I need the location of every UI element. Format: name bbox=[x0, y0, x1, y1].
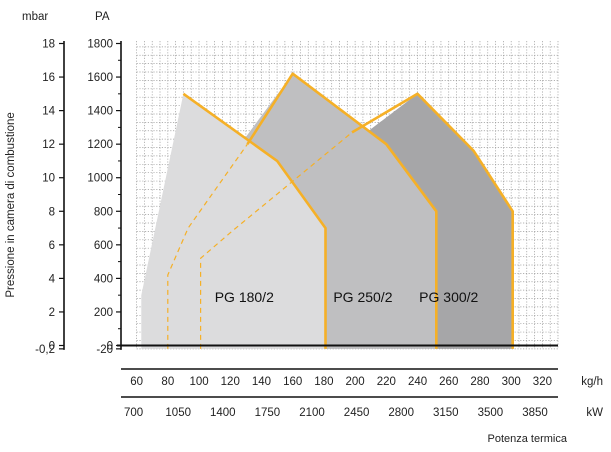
mbar-tick-label: 18 bbox=[42, 39, 55, 51]
pa-tick-label: 1200 bbox=[87, 139, 113, 151]
mbar-tick-label: 4 bbox=[49, 273, 56, 285]
axis-texts: mbar PA181614121086420-0,2180016001400120… bbox=[5, 11, 603, 445]
kgh-tick-label: 120 bbox=[221, 376, 240, 388]
dashed-pg-180-2 bbox=[167, 143, 248, 349]
pa-tick-label: 0 bbox=[107, 341, 113, 353]
kw-tick-label: 2100 bbox=[299, 407, 325, 419]
kgh-tick-label: 140 bbox=[252, 376, 271, 388]
kgh-tick-label: 320 bbox=[533, 376, 552, 388]
pa-unit-label: PA bbox=[95, 11, 110, 23]
outline-pg-180-2 bbox=[182, 92, 327, 349]
kgh-tick-label: 220 bbox=[377, 376, 396, 388]
pa-tick-label: 200 bbox=[94, 307, 113, 319]
area-pg-180-2 bbox=[141, 93, 326, 349]
y-axis-title: Pressione in camera di combustione bbox=[5, 112, 17, 297]
mbar-tick-label: 8 bbox=[49, 206, 55, 218]
kw-tick-label: 3150 bbox=[433, 407, 459, 419]
pa-tick-label: 1400 bbox=[87, 106, 113, 118]
kw-tick-label: 1050 bbox=[165, 407, 191, 419]
kgh-tick-label: 300 bbox=[502, 376, 521, 388]
mbar-tick-label: 16 bbox=[42, 72, 55, 84]
kgh-tick-label: 280 bbox=[470, 376, 489, 388]
mbar-tick-label: 6 bbox=[49, 240, 55, 252]
kgh-tick-label: 180 bbox=[314, 376, 333, 388]
axes bbox=[59, 41, 558, 398]
kw-tick-label: 700 bbox=[124, 407, 143, 419]
area-pg-250-2 bbox=[231, 73, 437, 349]
mbar-tick-label: 12 bbox=[42, 139, 55, 151]
kgh-tick-label: 240 bbox=[408, 376, 427, 388]
pa-tick-label: 400 bbox=[94, 273, 113, 285]
mbar-unit-label: mbar bbox=[22, 11, 48, 23]
pa-tick-label: 1800 bbox=[87, 39, 113, 51]
mbar-tick-label: 2 bbox=[49, 307, 55, 319]
series-label-pg-180-2: PG 180/2 bbox=[215, 289, 274, 305]
kgh-tick-label: 200 bbox=[346, 376, 365, 388]
x-axis-title: Potenza termica bbox=[488, 433, 568, 445]
mbar-tick-label: -0,2 bbox=[35, 344, 55, 356]
kgh-tick-label: 60 bbox=[130, 376, 143, 388]
kw-tick-label: 3850 bbox=[522, 407, 548, 419]
pa-tick-label: 1600 bbox=[87, 72, 113, 84]
mbar-tick-label: 0 bbox=[49, 341, 55, 353]
mbar-tick-label: 10 bbox=[42, 173, 55, 185]
outline-pg-300-2 bbox=[351, 92, 515, 349]
kgh-tick-label: 100 bbox=[189, 376, 208, 388]
outline-pg-250-2 bbox=[246, 72, 438, 349]
series-label-pg-300-2: PG 300/2 bbox=[419, 289, 478, 305]
area-pg-300-2 bbox=[359, 93, 513, 349]
kw-tick-label: 2450 bbox=[344, 407, 370, 419]
series-outlines bbox=[167, 72, 515, 349]
kgh-tick-label: 80 bbox=[161, 376, 174, 388]
mbar-tick-label: 14 bbox=[42, 106, 55, 118]
series-areas bbox=[141, 73, 513, 349]
kgh-tick-label: 160 bbox=[283, 376, 302, 388]
kgh-unit-label: kg/h bbox=[581, 376, 603, 388]
kw-tick-label: 2800 bbox=[388, 407, 414, 419]
pa-tick-label: 800 bbox=[94, 206, 113, 218]
pa-tick-label: 600 bbox=[94, 240, 113, 252]
pa-tick-label: -20 bbox=[96, 344, 113, 356]
series-labels: PG 300/2 PG 250/2 PG 180/2 bbox=[215, 289, 479, 305]
kgh-tick-label: 260 bbox=[439, 376, 458, 388]
kw-tick-label: 3500 bbox=[478, 407, 504, 419]
kw-unit-label: kW bbox=[586, 407, 603, 419]
pa-tick-label: 1000 bbox=[87, 173, 113, 185]
series-label-pg-250-2: PG 250/2 bbox=[333, 289, 392, 305]
kw-tick-label: 1750 bbox=[255, 407, 281, 419]
kw-tick-label: 1400 bbox=[210, 407, 236, 419]
